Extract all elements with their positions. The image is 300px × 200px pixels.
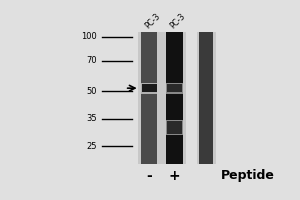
Bar <box>167 84 182 92</box>
Bar <box>197 32 216 164</box>
Bar <box>141 83 158 94</box>
Text: -: - <box>146 169 152 183</box>
Text: 25: 25 <box>86 142 97 151</box>
Bar <box>142 84 157 92</box>
Bar <box>167 121 182 134</box>
Bar <box>166 83 183 94</box>
Text: 100: 100 <box>81 32 97 41</box>
Text: Peptide: Peptide <box>221 169 275 182</box>
Text: 35: 35 <box>86 114 97 123</box>
Bar <box>199 32 213 164</box>
Text: 70: 70 <box>86 56 97 65</box>
Text: 50: 50 <box>86 87 97 96</box>
Text: PC-3: PC-3 <box>143 11 162 30</box>
Text: PC-3: PC-3 <box>168 11 187 30</box>
Bar <box>137 32 186 164</box>
Bar <box>141 32 158 164</box>
Text: +: + <box>169 169 180 183</box>
Bar <box>166 32 183 164</box>
Bar <box>166 120 183 135</box>
